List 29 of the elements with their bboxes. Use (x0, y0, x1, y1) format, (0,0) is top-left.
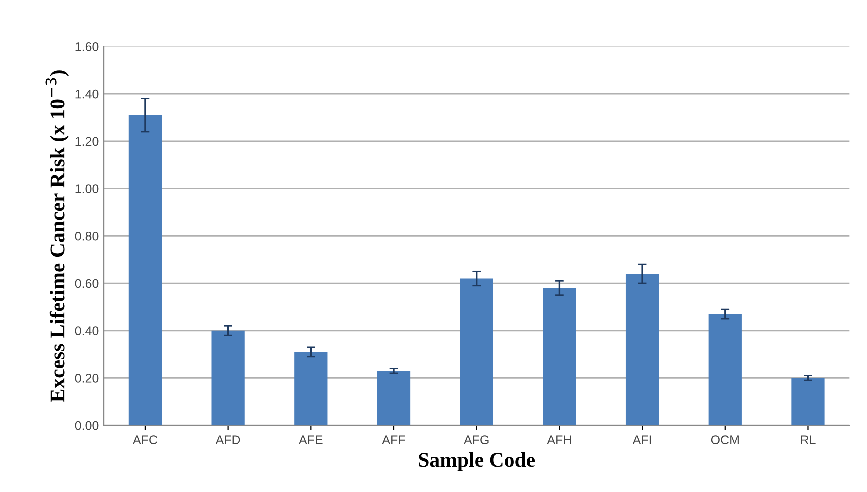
x-tick-label: AFF (382, 436, 406, 444)
x-tick-label: AFH (547, 436, 572, 444)
bar (708, 314, 742, 426)
bar (128, 115, 162, 426)
bar (212, 330, 245, 426)
y-tick-label: 0.60 (75, 279, 99, 288)
bar (626, 274, 660, 426)
y-tick-label: 0.00 (75, 421, 99, 430)
y-tick-label: 0.20 (75, 374, 99, 383)
bar (543, 288, 576, 426)
x-tick-label: AFD (216, 436, 240, 444)
x-tick-label: AFG (464, 436, 489, 444)
bar (792, 378, 825, 426)
x-tick-label: AFC (132, 436, 158, 444)
bar (377, 371, 411, 426)
x-tick-label: AFI (632, 436, 652, 444)
y-tick-label: 1.20 (76, 137, 99, 146)
y-tick-label: 1.40 (76, 90, 99, 99)
bar (460, 278, 494, 426)
x-axis-title: Sample Code (419, 452, 536, 472)
y-tick-label: 0.40 (75, 326, 99, 336)
x-tick-label: OCM (711, 436, 739, 444)
y-axis-title: Excess Lifetime Cancer Risk (x 10$^{−3}$) (46, 70, 69, 402)
x-tick-label: AFE (299, 436, 323, 444)
y-tick-label: 1.60 (76, 42, 99, 52)
x-tick-label: RL (801, 436, 816, 444)
y-tick-label: 1.00 (76, 184, 99, 194)
y-tick-label: 0.80 (75, 232, 99, 241)
bar (294, 352, 328, 426)
